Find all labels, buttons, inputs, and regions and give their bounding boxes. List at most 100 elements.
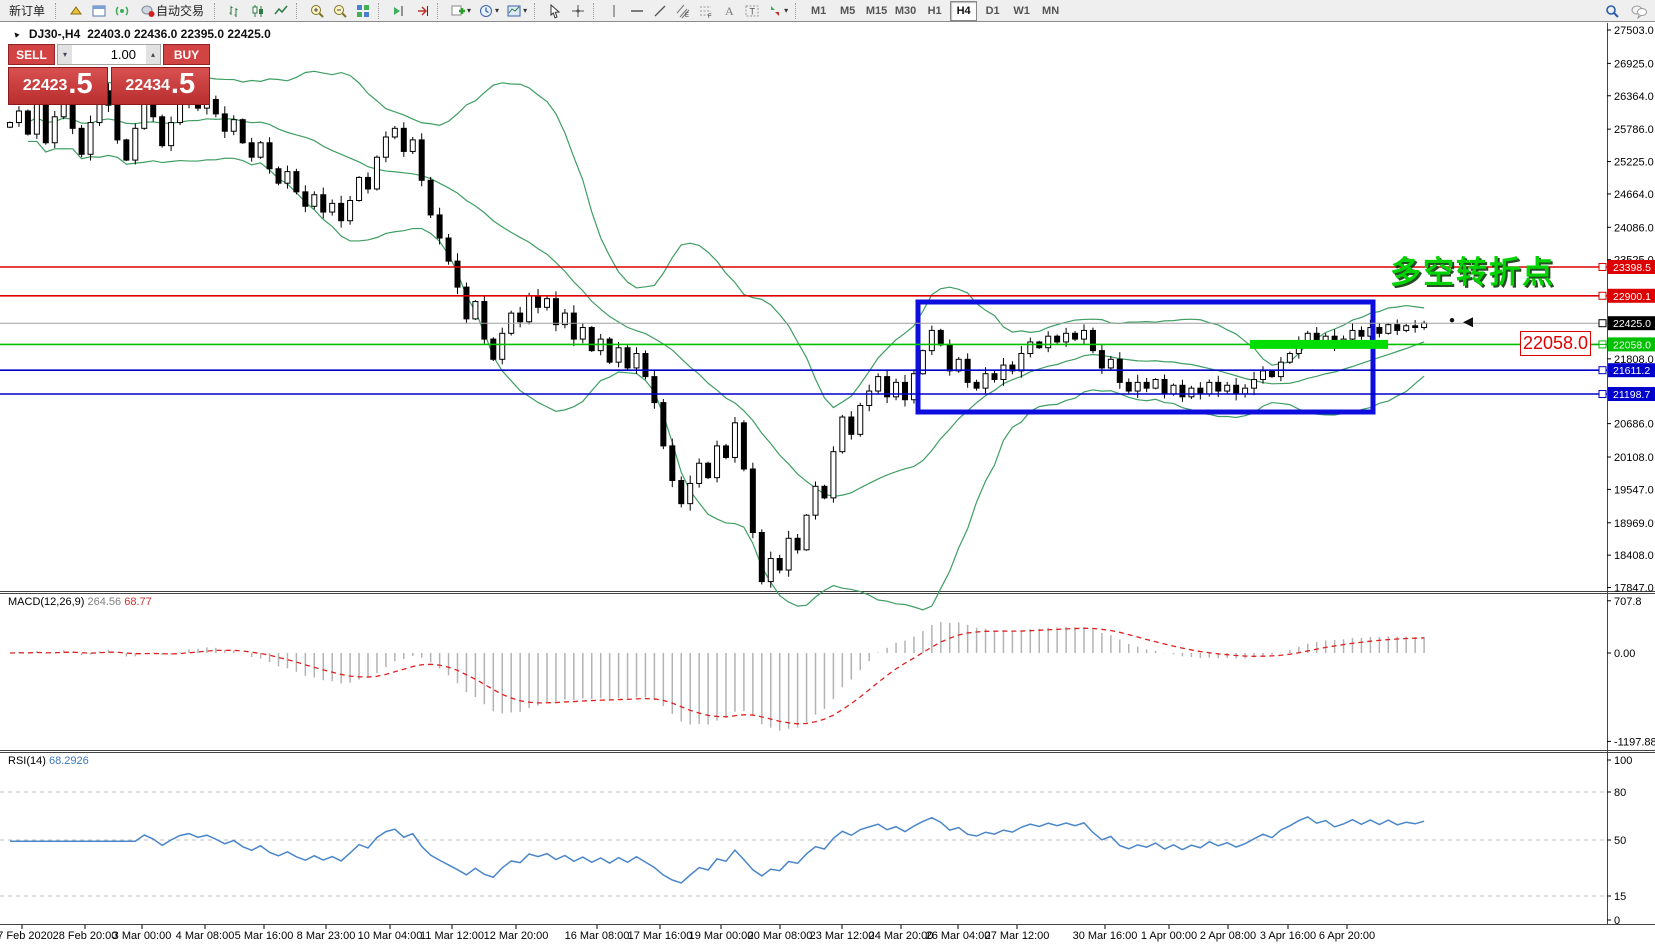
buy-button[interactable]: BUY — [163, 44, 210, 65]
price-level-badge-text: 22058.0 — [1613, 339, 1651, 351]
volume-increase-button[interactable]: ▴ — [146, 45, 160, 64]
templates-icon[interactable]: ▾ — [503, 1, 530, 21]
price-tick-label: 25225.0 — [1614, 157, 1654, 169]
new-order-button[interactable]: 新订单 — [9, 4, 46, 18]
tile-windows-icon[interactable] — [352, 1, 374, 21]
macd-tick-label: -1197.88 — [1614, 736, 1655, 748]
caret-down-icon: ▾ — [523, 6, 528, 15]
timeframe-H1[interactable]: H1 — [927, 4, 942, 17]
rsi-tick-label: 50 — [1614, 835, 1626, 847]
caret-down-icon: ▾ — [495, 6, 500, 15]
signal-icon[interactable] — [111, 1, 133, 21]
time-tick-label: 20 Mar 08:00 — [748, 930, 813, 942]
line-chart-icon[interactable] — [270, 1, 292, 21]
one-click-trading-panel: SELL ▾ ▴ BUY 22423 .5 22434 .5 — [8, 44, 210, 105]
auto-scroll-icon[interactable] — [388, 1, 410, 21]
price-tick-label: 18969.0 — [1614, 518, 1654, 530]
chat-icon[interactable] — [1627, 1, 1651, 21]
blue-rectangle-drawing — [915, 299, 1376, 415]
price-level-badge — [1608, 363, 1655, 378]
line-anchor-square — [1598, 366, 1607, 375]
cursor-icon[interactable] — [544, 1, 566, 21]
svg-text:A: A — [725, 4, 734, 18]
search-icon[interactable] — [1601, 1, 1623, 21]
main-toolbar: 新订单 自动交易 ▾ ▾ ▾ E F A T ▾ M1 M5 M15 M30 H1 H4 D… — [0, 0, 1655, 22]
vertical-line-icon[interactable] — [603, 1, 625, 21]
price-level-badge — [1608, 288, 1655, 303]
toolbar-separator — [55, 2, 61, 19]
rsi-value: 68.2926 — [48, 755, 89, 767]
green-highlight-bar — [1250, 339, 1388, 349]
time-tick-label: 10 Mar 04:00 — [358, 930, 423, 942]
rsi-name: RSI(14) — [8, 755, 46, 767]
price-tick-label: 19547.0 — [1614, 484, 1654, 496]
autotrade-button[interactable]: 自动交易 — [134, 1, 210, 21]
time-tick-label: 12 Mar 20:00 — [484, 930, 549, 942]
timeframe-M15[interactable]: M15 — [865, 4, 888, 17]
timeframe-D1[interactable]: D1 — [985, 4, 1000, 17]
fibonacci-icon[interactable]: F — [695, 1, 717, 21]
arrows-tool-icon[interactable]: ▾ — [764, 1, 791, 21]
buy-price-button[interactable]: 22434 .5 — [110, 67, 210, 105]
time-tick-label: 27 Feb 2020 — [0, 930, 53, 942]
price-tick-label: 27503.0 — [1614, 25, 1654, 37]
zoom-in-icon[interactable] — [306, 1, 328, 21]
price-level-badge — [1608, 337, 1655, 352]
price-level-badge-text: 21198.7 — [1613, 389, 1650, 401]
macd-histogram — [18, 622, 1425, 731]
buy-price-main: 22434 — [125, 77, 170, 94]
timeframe-MN[interactable]: MN — [1042, 4, 1060, 17]
price-level-badge-text: 23398.5 — [1613, 262, 1651, 274]
rsi-tick-label: 80 — [1614, 787, 1626, 799]
time-tick-label: 28 Feb 20:00 — [53, 930, 118, 942]
sell-price-button[interactable]: 22423 .5 — [8, 67, 108, 105]
price-tick-label: 24086.0 — [1614, 222, 1654, 234]
price-level-badge-text: 22425.0 — [1613, 318, 1651, 330]
periods-clock-icon[interactable]: ▾ — [475, 1, 502, 21]
candle-chart-icon[interactable] — [247, 1, 269, 21]
volume-stepper: ▾ ▴ — [57, 44, 161, 65]
svg-text:T: T — [750, 6, 756, 16]
text-label-icon[interactable]: T — [741, 1, 763, 21]
volume-input[interactable] — [72, 45, 146, 64]
add-indicator-icon[interactable]: ▾ — [447, 1, 474, 21]
symbol-period-label: DJ30-,H4 — [28, 27, 81, 41]
channel-icon[interactable]: E — [672, 1, 694, 21]
ohlc-values: 22403.0 22436.0 22395.0 22425.0 — [87, 27, 271, 41]
zoom-out-icon[interactable] — [329, 1, 351, 21]
market-watch-icon[interactable] — [65, 1, 87, 21]
time-tick-label: 8 Mar 23:00 — [297, 930, 356, 942]
crosshair-icon[interactable] — [567, 1, 589, 21]
autotrade-label: 自动交易 — [156, 4, 205, 18]
trendline-icon[interactable] — [649, 1, 671, 21]
timeframe-M30[interactable]: M30 — [894, 4, 917, 17]
horizontal-line-icon[interactable] — [626, 1, 648, 21]
price-axis[interactable]: 27503.0 26925.0 26364.0 25786.0 25225.0 24664… — [1598, 25, 1655, 927]
turning-point-annotation: 多空转折点 — [1390, 255, 1555, 290]
text-icon[interactable]: A — [718, 1, 740, 21]
timeframe-M5[interactable]: M5 — [839, 4, 856, 17]
chart-window-icon[interactable] — [88, 1, 110, 21]
buy-price-frac: .5 — [170, 67, 196, 100]
sell-button[interactable]: SELL — [8, 44, 55, 65]
left-arrow-marker — [1463, 317, 1473, 328]
price-tag-22058[interactable]: 22058.0 — [1520, 331, 1591, 356]
price-level-badge — [1608, 259, 1655, 274]
timeframe-W1[interactable]: W1 — [1013, 4, 1030, 17]
timeframe-M1[interactable]: M1 — [810, 4, 827, 17]
time-tick-label: 4 Mar 08:00 — [176, 930, 235, 942]
price-tick-label: 17847.0 — [1614, 583, 1654, 595]
timeframe-H4[interactable]: H4 — [950, 0, 978, 21]
bar-chart-icon[interactable] — [224, 1, 246, 21]
price-level-badge — [1608, 316, 1655, 331]
toolbar-separator — [534, 2, 540, 19]
volume-decrease-button[interactable]: ▾ — [58, 45, 72, 64]
price-tick-label: 20108.0 — [1614, 452, 1654, 464]
chart-shift-icon[interactable] — [411, 1, 433, 21]
time-tick-label: 5 Mar 16:00 — [235, 930, 294, 942]
time-tick-label: 2 Apr 08:00 — [1200, 930, 1256, 942]
toolbar-separator — [795, 2, 801, 19]
collapse-panel-icon[interactable]: ▲ — [9, 27, 23, 41]
